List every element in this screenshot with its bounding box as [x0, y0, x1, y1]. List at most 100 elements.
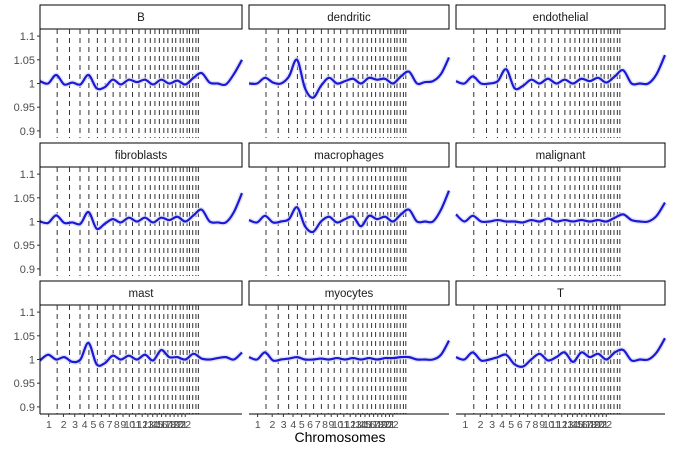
x-tick-label: 20: [380, 419, 391, 431]
series-line-halo: [248, 189, 452, 235]
facet-panel: macrophages: [248, 142, 452, 276]
x-tick-label: 1: [462, 419, 468, 431]
facet-strip-label: dendritic: [327, 12, 371, 24]
x-tick-label: 11: [131, 419, 142, 431]
y-tick-label: 1.1: [20, 169, 35, 181]
facet-strip: [455, 280, 666, 306]
x-tick-label: 6: [307, 419, 313, 431]
x-tick-label: 6: [99, 419, 105, 431]
x-tick-label: 21: [384, 419, 395, 431]
facet-panel: fibroblasts 0.9 0.95 1 1.05 1.1: [14, 142, 245, 276]
y-tick-label: 0.9: [20, 264, 35, 276]
x-tick-label: 2: [61, 419, 67, 431]
x-tick-label: 12: [345, 419, 356, 431]
x-tick-label: 22: [601, 419, 612, 431]
y-tick-label: 1.1: [20, 31, 35, 43]
x-tick-label: 9: [329, 419, 335, 431]
y-tick-label: 0.95: [14, 240, 35, 252]
x-tick-label: 15: [152, 419, 163, 431]
x-tick-label: 3: [72, 419, 78, 431]
x-tick-label: 18: [372, 419, 383, 431]
x-tick-label: 13: [143, 419, 154, 431]
facet-panel: endothelial: [455, 4, 668, 138]
x-tick-label: 22: [180, 419, 191, 431]
series-line: [455, 337, 666, 368]
x-tick-label: 1: [255, 419, 261, 431]
series-line: [39, 59, 243, 91]
facet-panel: dendritic: [248, 4, 452, 138]
x-tick-label: 17: [581, 419, 592, 431]
facet-strip: [39, 142, 243, 168]
y-tick-label: 0.9: [20, 126, 35, 138]
series-line: [248, 190, 451, 234]
facet-strip-label: T: [557, 288, 564, 300]
facet-strip-label: macrophages: [314, 150, 384, 162]
x-tick-label: 1: [46, 419, 52, 431]
x-tick-label: 10: [543, 419, 554, 431]
y-tick-label: 1.05: [14, 193, 35, 205]
x-tick-label: 4: [499, 419, 505, 431]
x-tick-label: 3: [281, 419, 287, 431]
facet-strip: [39, 280, 243, 306]
y-tick-label: 1.05: [14, 331, 35, 343]
x-tick-label: 4: [82, 419, 88, 431]
x-tick-label: 20: [593, 419, 604, 431]
facet-strip-label: endothelial: [533, 12, 589, 24]
facet-strip-label: B: [137, 12, 145, 24]
y-tick-label: 1: [29, 355, 35, 367]
x-tick-label: 17: [161, 419, 172, 431]
x-tick-label: 16: [576, 419, 587, 431]
x-tick-label: 2: [270, 419, 276, 431]
facet-strip-label: myocytes: [325, 288, 374, 300]
facet-strip: [248, 280, 450, 306]
x-tick-label: 10: [124, 419, 135, 431]
y-tick-label: 1.1: [20, 307, 35, 319]
facet-strip-label: malignant: [536, 150, 587, 162]
x-tick-label: 7: [315, 419, 321, 431]
x-tick-label: 19: [589, 419, 600, 431]
x-tick-label: 20: [173, 419, 184, 431]
x-axis-title: Chromosomes: [294, 429, 385, 445]
facet-strip: [248, 142, 450, 168]
x-tick-label: 15: [360, 419, 371, 431]
facet-strip: [248, 4, 450, 30]
x-tick-label: 14: [567, 419, 578, 431]
series-line: [248, 56, 450, 99]
series-line: [39, 192, 244, 231]
x-tick-label: 5: [90, 419, 96, 431]
x-tick-label: 5: [299, 419, 305, 431]
facet-strip: [455, 142, 666, 168]
x-tick-label: 6: [517, 419, 523, 431]
y-tick-label: 1: [29, 217, 35, 229]
facet-panel: malignant: [454, 142, 668, 276]
x-tick-label: 13: [562, 419, 573, 431]
x-tick-label: 15: [572, 419, 583, 431]
x-tick-label: 17: [368, 419, 379, 431]
x-tick-label: 2: [478, 419, 484, 431]
x-tick-label: 7: [525, 419, 531, 431]
y-tick-label: 0.95: [14, 378, 35, 390]
series-line-halo: [454, 201, 668, 225]
facet-strip: [39, 4, 243, 30]
x-tick-label: 8: [114, 419, 120, 431]
series-line: [39, 341, 243, 367]
facet-strip: [455, 4, 666, 30]
series-line-halo: [455, 336, 668, 370]
x-tick-label: 3: [489, 419, 495, 431]
x-tick-label: 21: [176, 419, 187, 431]
x-tick-label: 12: [556, 419, 567, 431]
x-tick-label: 5: [508, 419, 514, 431]
x-tick-label: 14: [147, 419, 158, 431]
y-tick-label: 1: [29, 79, 35, 91]
x-tick-label: 19: [169, 419, 180, 431]
x-tick-label: 12: [137, 419, 148, 431]
x-tick-label: 4: [290, 419, 296, 431]
x-tick-label: 14: [355, 419, 366, 431]
series-line: [248, 340, 450, 362]
y-tick-label: 0.95: [14, 102, 35, 114]
x-tick-label: 22: [387, 419, 398, 431]
